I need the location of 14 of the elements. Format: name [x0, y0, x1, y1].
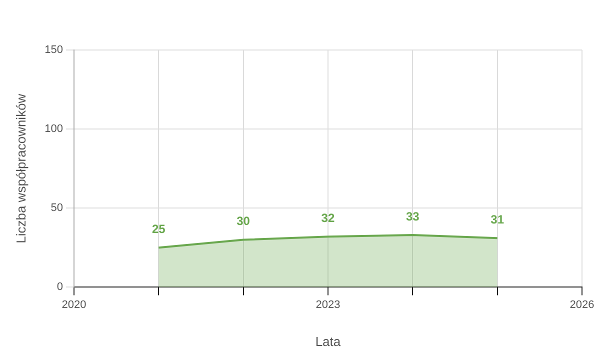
- data-label: 31: [490, 212, 504, 226]
- x-tick-label: 2023: [316, 298, 340, 311]
- x-axis-title: Lata: [315, 334, 342, 349]
- data-label: 32: [321, 210, 335, 225]
- data-label: 30: [236, 214, 250, 228]
- y-axis-title: Liczba współpracowników: [13, 93, 28, 244]
- x-tick-label: 2026: [570, 298, 594, 311]
- data-label: 33: [406, 209, 420, 224]
- x-tick-label: 2020: [62, 298, 86, 311]
- y-tick-label: 100: [44, 123, 63, 136]
- y-tick-label: 50: [50, 202, 63, 214]
- y-tick-label: 150: [44, 44, 63, 56]
- data-label: 25: [152, 222, 166, 236]
- y-tick-label: 0: [56, 281, 63, 294]
